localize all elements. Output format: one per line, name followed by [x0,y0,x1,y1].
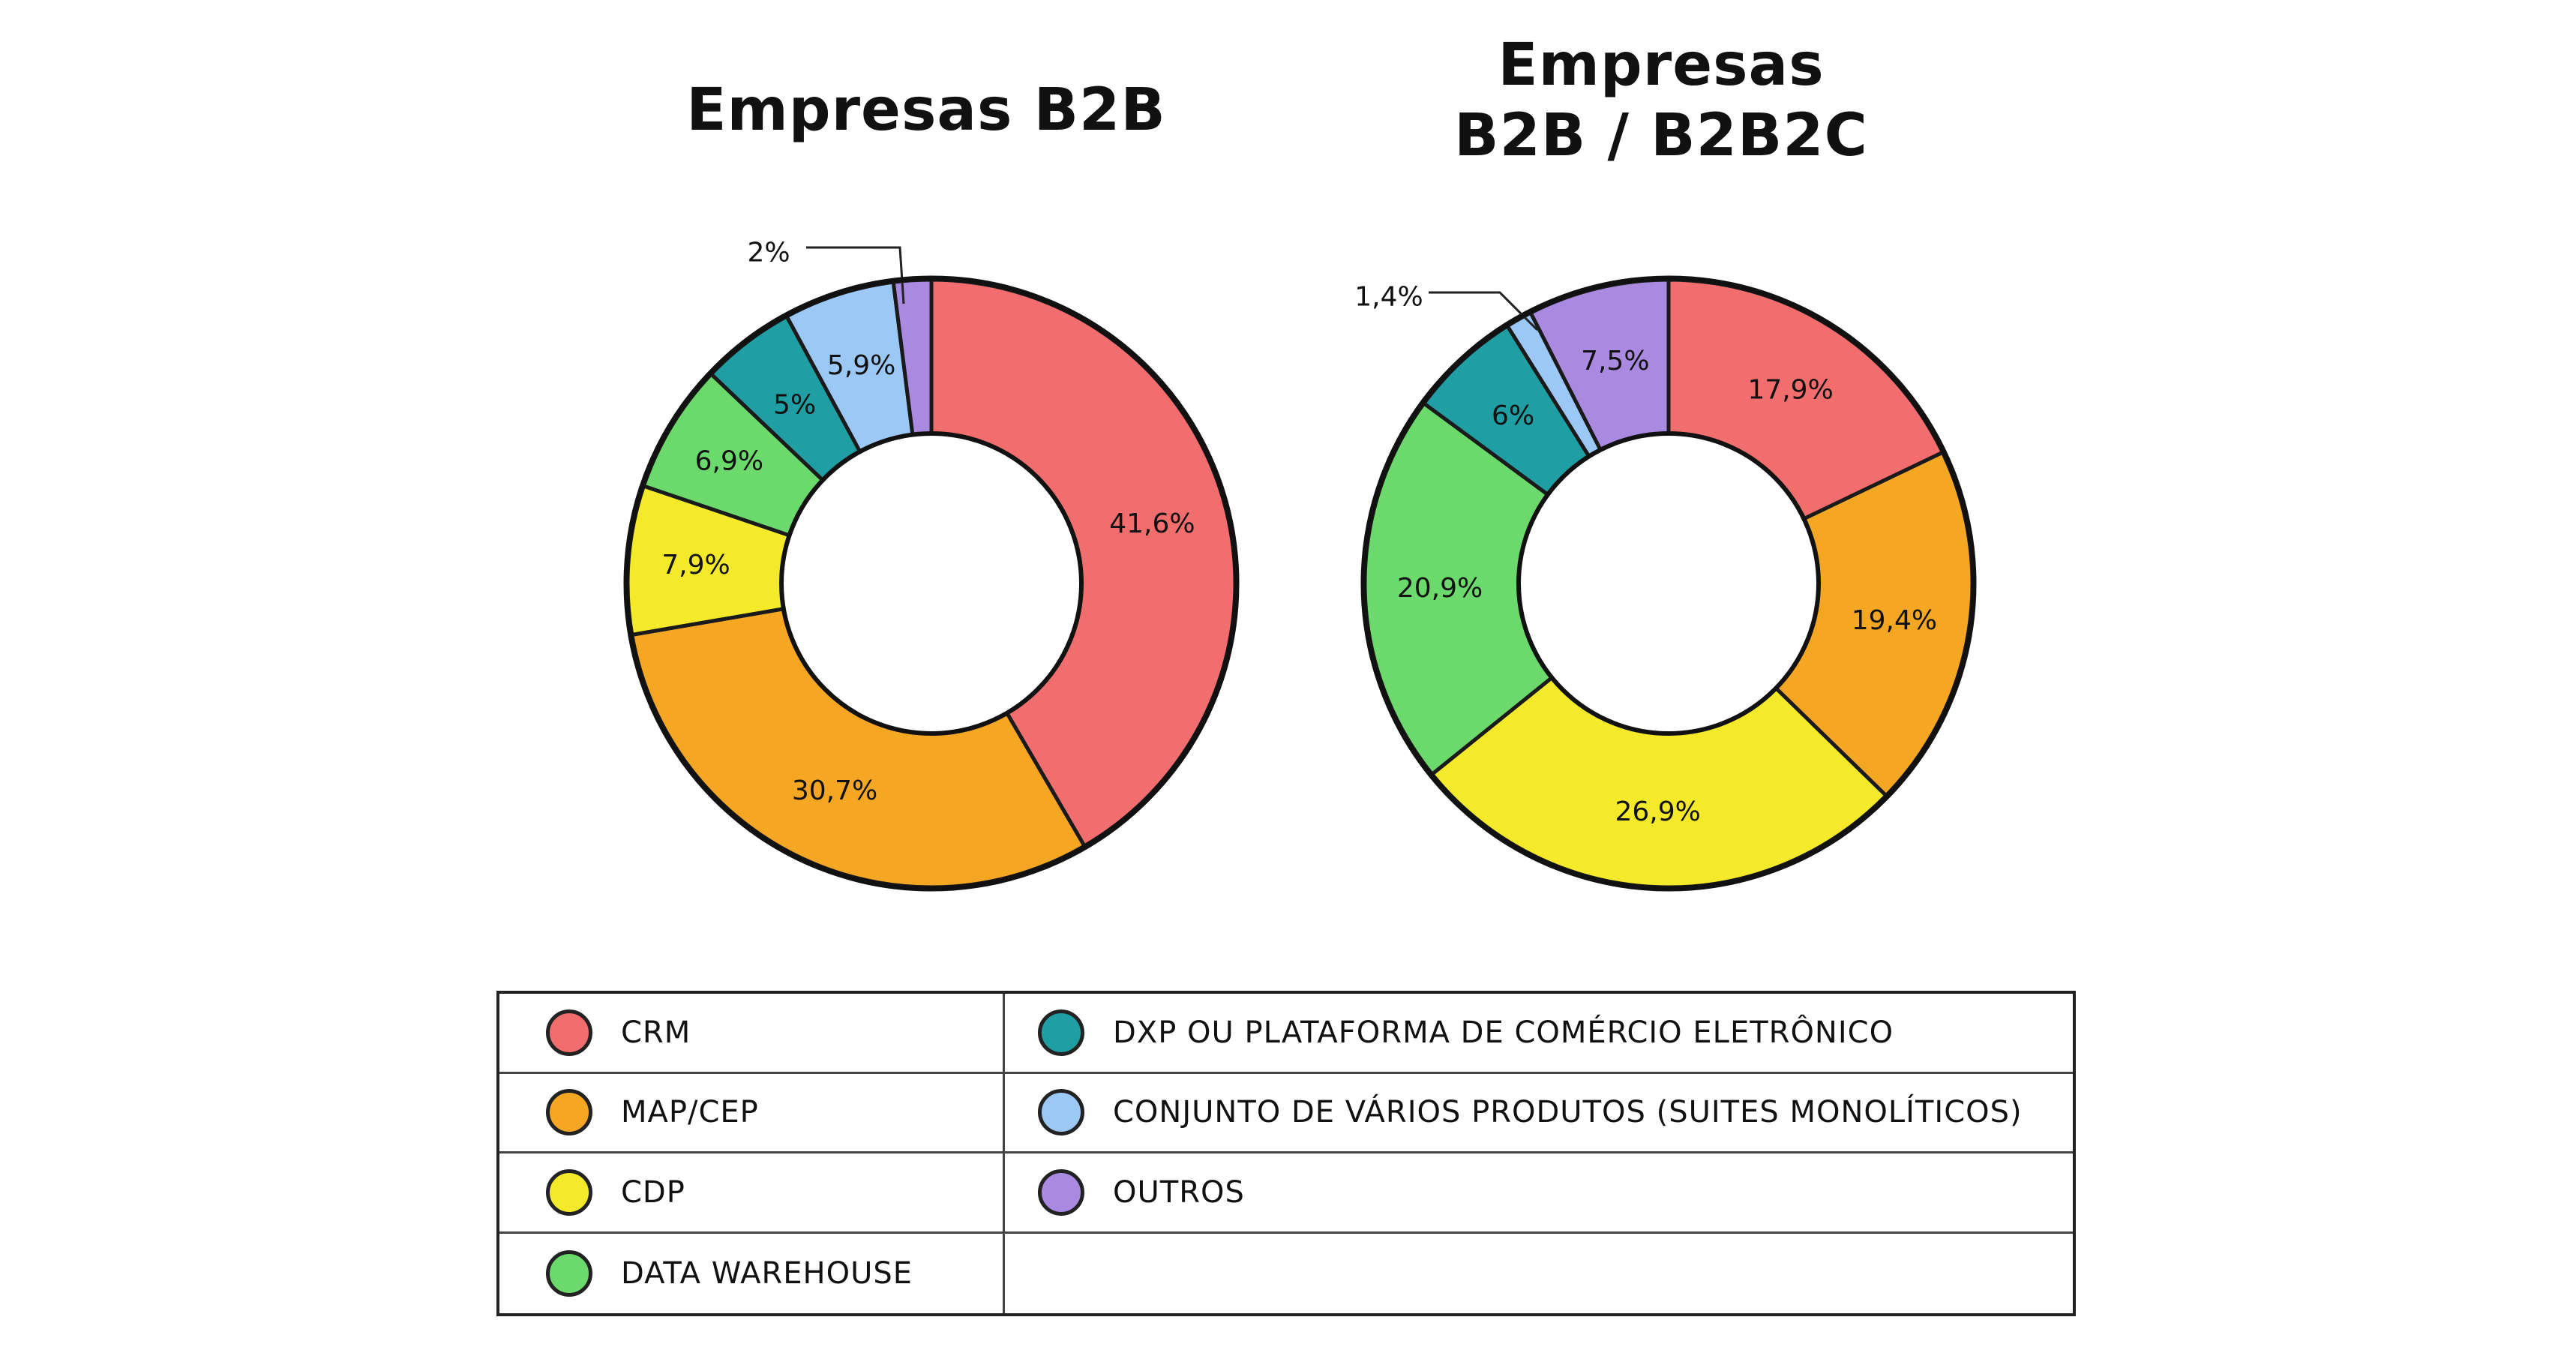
chart-title-b2b2c-line-2: B2B / B2B2C [1454,102,1868,170]
data-label-outros: 7,5% [1581,346,1649,376]
data-label-data-warehouse: 20,9% [1397,573,1483,604]
legend-swatch-crm [546,1009,592,1056]
legend-swatch-outros [1038,1168,1084,1216]
legend: CRM DXP OU PLATAFORMA DE COMÉRCIO ELETRÔ… [496,991,2076,1316]
legend-item-crm: CRM [499,994,1005,1074]
chart-title-b2b2c: Empresas B2B / B2B2C [1335,30,1987,171]
data-label-cdp: 7,9% [661,550,730,580]
legend-label-outros: OUTROS [1113,1174,1245,1210]
donut-chart-b2b2c: 17,9% 19,4% 26,9% 20,9% 6% 1,4% 7,5% [1354,275,1977,892]
legend-label-suites: CONJUNTO DE VÁRIOS PRODUTOS (SUITES MONO… [1113,1095,2023,1130]
donut-hole [779,431,1084,736]
callout-line-suites [1429,291,1539,332]
legend-label-dxp: DXP OU PLATAFORMA DE COMÉRCIO ELETRÔNICO [1113,1015,1894,1050]
chart-title-b2b: Empresas B2B [686,76,1166,144]
legend-label-map-cep: MAP/CEP [621,1095,759,1130]
data-label-outros: 2% [747,238,790,268]
data-label-suites: 1,4% [1354,282,1423,313]
legend-swatch-cdp [546,1168,592,1216]
legend-item-data-warehouse: DATA WAREHOUSE [499,1233,1005,1313]
legend-item-suites: CONJUNTO DE VÁRIOS PRODUTOS (SUITES MONO… [1005,1074,2073,1154]
donut-chart-b2b: 41,6% 30,7% 7,9% 6,9% 5% 5,9% 2% [623,238,1240,892]
legend-item-map-cep: MAP/CEP [499,1073,1005,1154]
data-label-map-cep: 19,4% [1852,605,1937,636]
donut-outer-ring [623,275,1240,892]
legend-swatch-data-warehouse [546,1250,592,1297]
legend-item-empty [1005,1234,2073,1314]
legend-swatch-map-cep [546,1089,592,1136]
data-label-crm: 41,6% [1109,508,1195,539]
legend-item-dxp: DXP OU PLATAFORMA DE COMÉRCIO ELETRÔNICO [1005,994,2073,1074]
data-label-cdp: 26,9% [1615,796,1700,827]
donut-hole [1516,431,1821,736]
data-label-suites: 5,9% [827,350,895,381]
legend-item-outros: OUTROS [1005,1154,2073,1234]
data-label-dxp: 6% [1492,400,1534,431]
chart-title-b2b2c-line-1: Empresas [1498,32,1825,99]
legend-label-data-warehouse: DATA WAREHOUSE [621,1256,913,1291]
callout-line-outros [806,246,905,304]
legend-swatch-dxp [1038,1009,1084,1056]
donut-outer-ring [1360,275,1977,892]
legend-label-crm: CRM [621,1015,691,1050]
data-label-map-cep: 30,7% [792,776,877,806]
legend-label-cdp: CDP [621,1174,685,1210]
data-label-dxp: 5% [773,389,816,420]
data-label-data-warehouse: 6,9% [695,446,763,477]
legend-swatch-suites [1038,1089,1084,1136]
data-label-crm: 17,9% [1747,374,1833,405]
legend-item-cdp: CDP [499,1154,1005,1234]
